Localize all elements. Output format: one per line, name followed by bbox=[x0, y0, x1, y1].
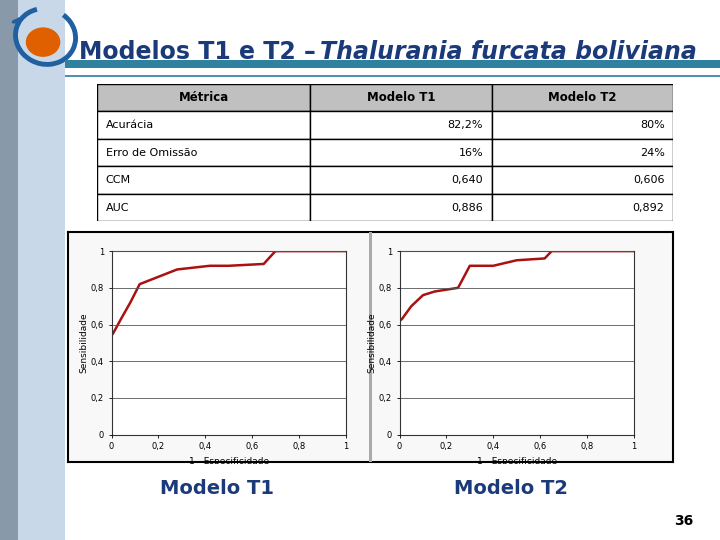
Text: Modelos T1 e T2 –: Modelos T1 e T2 – bbox=[79, 40, 324, 64]
FancyBboxPatch shape bbox=[492, 111, 673, 139]
Text: Erro de Omissão: Erro de Omissão bbox=[106, 147, 197, 158]
FancyBboxPatch shape bbox=[492, 84, 673, 111]
FancyBboxPatch shape bbox=[310, 166, 492, 194]
Text: Modelo T2: Modelo T2 bbox=[548, 91, 617, 104]
Text: 0,606: 0,606 bbox=[633, 175, 665, 185]
Text: 0,640: 0,640 bbox=[451, 175, 483, 185]
FancyBboxPatch shape bbox=[310, 111, 492, 139]
X-axis label: 1 - Especificidade: 1 - Especificidade bbox=[477, 457, 557, 466]
FancyBboxPatch shape bbox=[97, 194, 310, 221]
Text: Thalurania furcata boliviana: Thalurania furcata boliviana bbox=[320, 40, 697, 64]
X-axis label: 1 - Especificidade: 1 - Especificidade bbox=[189, 457, 269, 466]
Text: 0,892: 0,892 bbox=[633, 202, 665, 213]
Text: 24%: 24% bbox=[639, 147, 665, 158]
Text: Acurácia: Acurácia bbox=[106, 120, 154, 130]
FancyBboxPatch shape bbox=[310, 139, 492, 166]
FancyBboxPatch shape bbox=[97, 111, 310, 139]
Y-axis label: Sensibilidade: Sensibilidade bbox=[367, 313, 376, 373]
Text: Modelo T1: Modelo T1 bbox=[160, 479, 274, 498]
Text: Modelo T2: Modelo T2 bbox=[454, 479, 567, 498]
FancyBboxPatch shape bbox=[492, 194, 673, 221]
FancyBboxPatch shape bbox=[310, 194, 492, 221]
FancyBboxPatch shape bbox=[97, 166, 310, 194]
Circle shape bbox=[27, 28, 60, 56]
FancyBboxPatch shape bbox=[492, 139, 673, 166]
Text: Métrica: Métrica bbox=[179, 91, 229, 104]
Text: 0,886: 0,886 bbox=[451, 202, 483, 213]
Text: Modelo T1: Modelo T1 bbox=[366, 91, 436, 104]
FancyBboxPatch shape bbox=[97, 84, 310, 111]
FancyBboxPatch shape bbox=[97, 139, 310, 166]
FancyBboxPatch shape bbox=[492, 166, 673, 194]
Text: 16%: 16% bbox=[459, 147, 483, 158]
FancyBboxPatch shape bbox=[310, 84, 492, 111]
Text: AUC: AUC bbox=[106, 202, 130, 213]
Text: 80%: 80% bbox=[640, 120, 665, 130]
Text: 82,2%: 82,2% bbox=[448, 120, 483, 130]
Text: CCM: CCM bbox=[106, 175, 131, 185]
Y-axis label: Sensibilidade: Sensibilidade bbox=[79, 313, 88, 373]
Text: 36: 36 bbox=[675, 514, 693, 528]
